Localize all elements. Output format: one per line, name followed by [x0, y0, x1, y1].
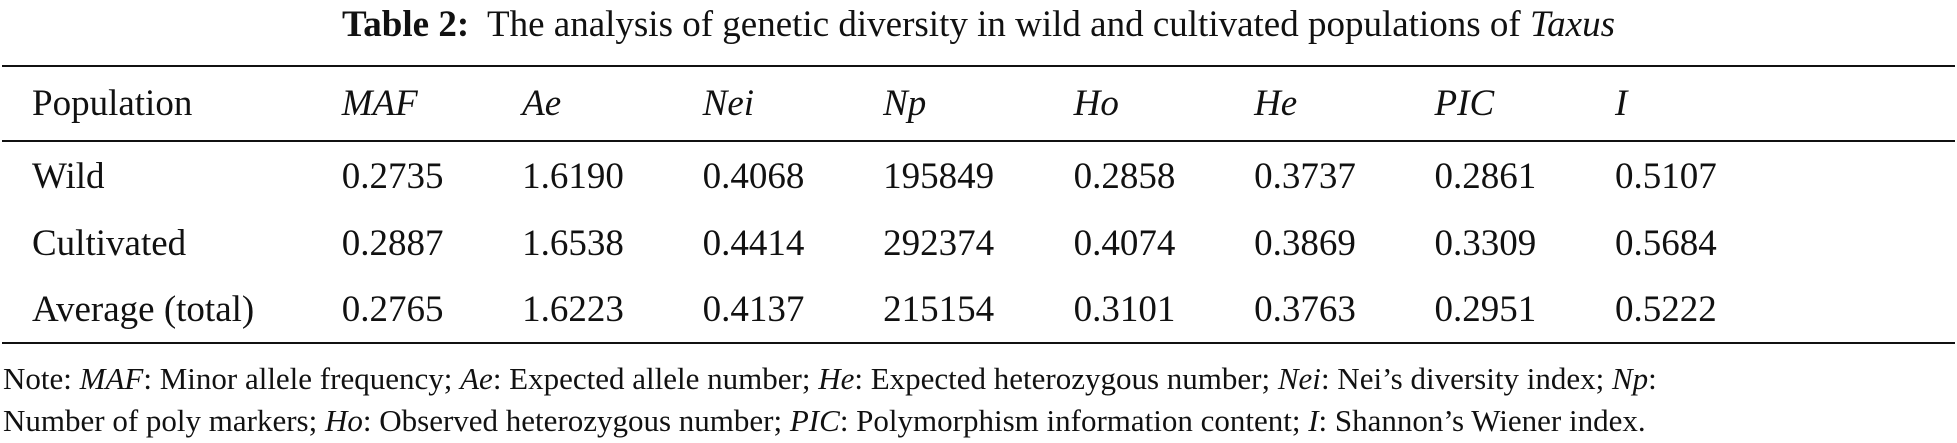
cell-i: 0.5684: [1615, 222, 1717, 264]
note-definition: : Expected allele number;: [492, 361, 819, 396]
col-header-maf: MAF: [341, 83, 418, 124]
col-header-i: I: [1615, 83, 1628, 124]
cell-np: 195849: [883, 155, 995, 197]
cell-ae: 1.6223: [522, 288, 624, 330]
note-definition: : Expected heterozygous number;: [854, 361, 1278, 396]
table-row: Wild 0.2735 1.6190 0.4068 195849 0.2858 …: [2, 141, 1955, 210]
note-abbr: He: [818, 361, 855, 396]
note-definition: : Polymorphism information content;: [839, 403, 1309, 438]
cell-nei: 0.4414: [702, 222, 805, 264]
cell-population: Average (total): [32, 288, 255, 330]
cell-he: 0.3763: [1254, 288, 1356, 330]
note-definition: : Shannon’s Wiener index.: [1318, 403, 1646, 438]
note-definition: : Minor allele frequency;: [143, 361, 461, 396]
cell-nei: 0.4137: [702, 288, 805, 330]
cell-ae: 1.6190: [522, 155, 624, 197]
col-header-nei: Nei: [702, 83, 755, 124]
table-row: Average (total) 0.2765 1.6223 0.4137 215…: [2, 276, 1955, 343]
table-note: Note: MAF: Minor allele frequency; Ae: E…: [3, 358, 1953, 442]
cell-maf: 0.2735: [341, 155, 444, 197]
cell-maf: 0.2765: [341, 288, 444, 330]
cell-ho: 0.4074: [1073, 222, 1176, 264]
cell-population: Wild: [32, 155, 105, 197]
cell-pic: 0.2951: [1434, 288, 1537, 330]
cell-pic: 0.2861: [1434, 155, 1537, 197]
col-header-pic: PIC: [1434, 83, 1495, 124]
cell-ho: 0.3101: [1073, 288, 1176, 330]
cell-he: 0.3737: [1254, 155, 1356, 197]
col-header-ho: Ho: [1073, 83, 1119, 124]
cell-population: Cultivated: [32, 222, 187, 264]
cell-np: 215154: [883, 288, 995, 330]
note-abbr: PIC: [789, 403, 840, 438]
cell-np: 292374: [883, 222, 995, 264]
note-definition: Number of poly markers;: [3, 403, 325, 438]
cell-ae: 1.6538: [522, 222, 624, 264]
header-row: Population MAF Ae Nei Np Ho He PIC I: [2, 66, 1955, 141]
note-abbr: Np: [1611, 361, 1649, 396]
note-definition: : Observed heterozygous number;: [362, 403, 790, 438]
caption-genus: Taxus: [1529, 4, 1615, 45]
caption-text: The analysis of genetic diversity in wil…: [487, 4, 1521, 45]
table-caption: Table 2: The analysis of genetic diversi…: [0, 2, 1957, 48]
note-abbr: I: [1308, 403, 1319, 438]
cell-nei: 0.4068: [702, 155, 805, 197]
cell-pic: 0.3309: [1434, 222, 1537, 264]
note-abbr: Ae: [460, 361, 493, 396]
col-header-np: Np: [883, 83, 927, 124]
diversity-table: Population MAF Ae Nei Np Ho He PIC I Wil…: [2, 65, 1955, 344]
col-header-ae: Ae: [522, 83, 562, 124]
note-abbr: MAF: [79, 361, 144, 396]
cell-he: 0.3869: [1254, 222, 1356, 264]
note-abbr: Nei: [1277, 361, 1321, 396]
cell-maf: 0.2887: [341, 222, 444, 264]
note-line-1: Note: MAF: Minor allele frequency; Ae: E…: [3, 358, 1953, 400]
col-header-he: He: [1254, 83, 1298, 124]
note-line-2: Number of poly markers; Ho: Observed het…: [3, 400, 1953, 442]
caption-label: Table 2:: [342, 4, 470, 45]
cell-i: 0.5107: [1615, 155, 1717, 197]
col-header-population: Population: [32, 83, 193, 124]
cell-ho: 0.2858: [1073, 155, 1176, 197]
cell-i: 0.5222: [1615, 288, 1717, 330]
note-abbr: Ho: [324, 403, 363, 438]
note-definition: : Nei’s diversity index;: [1320, 361, 1612, 396]
note-prefix: Note:: [3, 361, 72, 396]
table-row: Cultivated 0.2887 1.6538 0.4414 292374 0…: [2, 210, 1955, 276]
note-definition: :: [1648, 361, 1657, 396]
